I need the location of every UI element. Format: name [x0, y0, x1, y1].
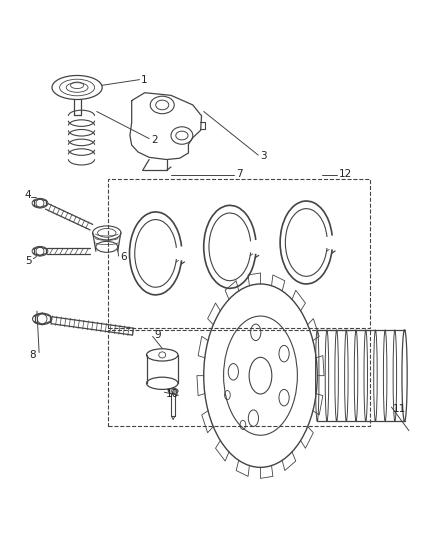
Text: 5: 5 — [25, 256, 32, 266]
Text: 10: 10 — [166, 389, 179, 399]
Text: 12: 12 — [339, 168, 352, 179]
Text: 3: 3 — [260, 151, 267, 161]
Text: 9: 9 — [154, 330, 161, 341]
Text: 2: 2 — [151, 135, 158, 145]
Text: 11: 11 — [393, 404, 406, 414]
Bar — [108, 330, 370, 426]
Text: 7: 7 — [237, 168, 243, 179]
Bar — [108, 179, 370, 328]
Text: 4: 4 — [25, 190, 32, 200]
Text: 1: 1 — [141, 75, 148, 85]
Text: 8: 8 — [29, 350, 36, 360]
Text: 6: 6 — [120, 252, 127, 262]
